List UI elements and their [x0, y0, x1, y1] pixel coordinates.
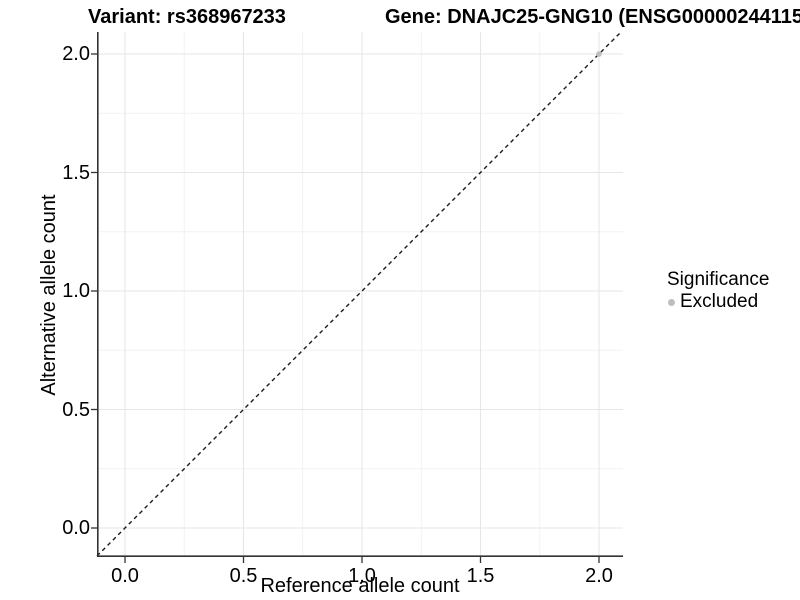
y-tick-label: 1.5 — [62, 161, 90, 184]
legend-key-dot-icon — [668, 299, 675, 307]
data-point — [596, 51, 602, 57]
x-tick-label: 2.0 — [585, 565, 613, 587]
plot-panel — [91, 31, 623, 563]
y-tick-label: 0.0 — [62, 517, 90, 539]
gene-title: Gene: DNAJC25-GNG10 (ENSG00000244115 — [385, 6, 800, 28]
legend-title: Significance — [667, 269, 770, 290]
x-tick-label: 1.0 — [348, 565, 376, 587]
x-axis-title: Reference allele count — [260, 575, 460, 597]
identity-dashed-line — [96, 31, 622, 557]
y-tick-label: 1.0 — [62, 280, 90, 302]
y-tick-label: 2.0 — [62, 43, 90, 65]
legend: Significance Excluded — [665, 269, 769, 314]
x-tick-label: 1.5 — [466, 565, 495, 587]
variant-title: Variant: rs368967233 — [88, 6, 286, 28]
y-tick-label: 0.5 — [62, 398, 90, 421]
x-tick-label: 0.5 — [229, 565, 258, 587]
x-tick-label: 0.0 — [111, 565, 139, 587]
legend-item-label: Excluded — [680, 291, 759, 313]
legend-item-excluded: Excluded — [665, 291, 769, 313]
